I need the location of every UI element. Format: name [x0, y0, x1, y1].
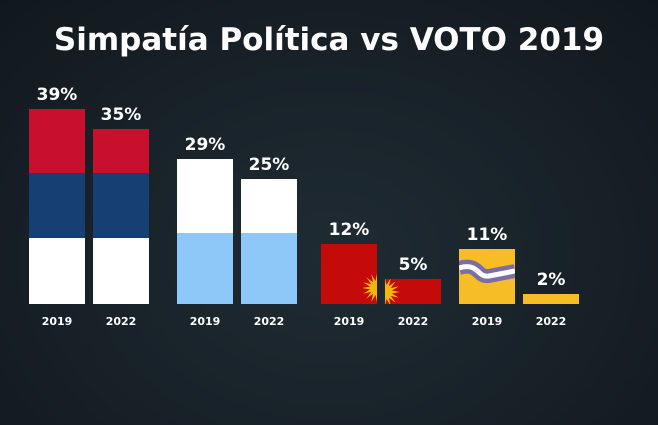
x-tick-label: 2019 — [334, 315, 365, 328]
x-tick-label: 2022 — [106, 315, 137, 328]
stripe-white — [459, 264, 515, 279]
bar — [459, 249, 515, 304]
bar — [523, 294, 579, 304]
bar — [93, 129, 149, 304]
bar — [241, 179, 297, 304]
bar — [177, 159, 233, 304]
bar-band-red — [93, 129, 149, 174]
bar-band-lightblue — [241, 233, 297, 304]
data-label: 35% — [101, 105, 142, 125]
sun-icon — [385, 279, 400, 304]
x-tick-label: 2022 — [398, 315, 429, 328]
data-label: 11% — [467, 225, 508, 245]
data-label: 2% — [537, 270, 566, 290]
bar-fill — [321, 244, 377, 304]
bar-band-red — [29, 109, 85, 174]
bar-band-blue — [93, 173, 149, 239]
bar-band-lightblue — [177, 233, 233, 304]
data-label: 29% — [185, 135, 226, 155]
data-label: 25% — [249, 155, 290, 175]
data-label: 5% — [399, 255, 428, 275]
bar — [385, 279, 441, 304]
bar-band-white — [29, 238, 85, 304]
data-label: 39% — [37, 85, 78, 105]
sun-icon — [362, 273, 377, 303]
x-tick-label: 2022 — [536, 315, 567, 328]
bar-fill — [523, 294, 579, 304]
chart-title: Simpatía Política vs VOTO 2019 — [53, 22, 605, 58]
x-tick-label: 2019 — [190, 315, 221, 328]
x-tick-label: 2019 — [472, 315, 503, 328]
x-tick-label: 2019 — [42, 315, 73, 328]
bar-band-blue — [29, 173, 85, 239]
x-tick-label: 2022 — [254, 315, 285, 328]
bar — [321, 244, 377, 304]
data-label: 12% — [329, 220, 370, 240]
bar-band-white — [93, 238, 149, 304]
bar — [29, 109, 85, 304]
